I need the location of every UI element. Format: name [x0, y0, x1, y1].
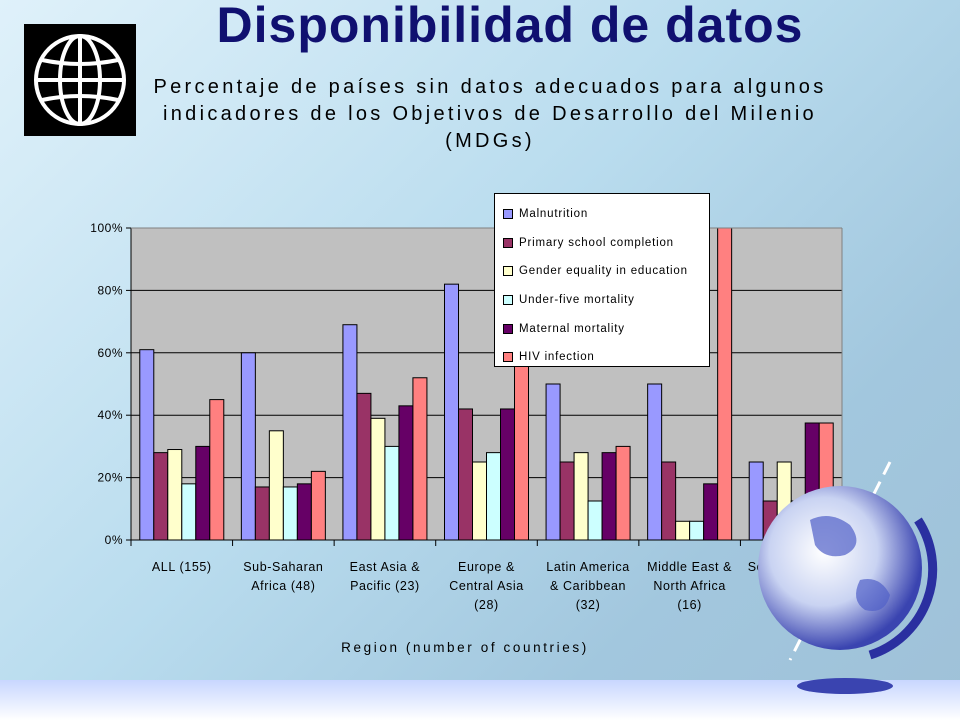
- y-tick-label: 60%: [97, 346, 123, 360]
- legend-item: Gender equality in education: [495, 257, 709, 286]
- y-tick-label: 0%: [105, 533, 123, 547]
- bar: [167, 449, 183, 541]
- chart-title-line: Percentaje de países sin datos adecuados…: [153, 76, 827, 98]
- legend-label: HIV infection: [519, 351, 595, 364]
- bar: [661, 461, 677, 541]
- bar: [615, 445, 631, 541]
- x-tick-label-line: Africa (48): [251, 579, 316, 593]
- legend-label: Maternal mortality: [519, 322, 625, 335]
- legend-swatch: [503, 323, 513, 334]
- y-tick-label: 20%: [97, 471, 123, 485]
- x-tick-label: Sub-Saharan Africa (48): [232, 558, 334, 596]
- legend-item: Maternal mortality: [495, 314, 709, 343]
- x-tick-label-line: East Asia &: [349, 560, 421, 574]
- bar: [601, 452, 617, 541]
- legend-item: HIV infection: [495, 343, 709, 372]
- y-tick-labels: 0% 20% 40% 60% 80% 100%: [90, 221, 123, 547]
- x-tick-label-line: Central Asia: [449, 579, 524, 593]
- x-tick-label-line: (28): [474, 598, 499, 612]
- bar: [545, 383, 561, 541]
- chart-title-line: (MDGs): [445, 130, 535, 152]
- legend: Malnutrition Primary school completion Gen…: [494, 193, 710, 367]
- legend-item: Primary school completion: [495, 229, 709, 258]
- bar: [500, 408, 515, 541]
- chart-title-line: indicadores de los Objetivos de Desarrol…: [162, 103, 817, 125]
- x-tick-label: Europe & Central Asia (28): [436, 558, 538, 615]
- bar: [356, 392, 372, 541]
- x-tick-label: Middle East & North Africa (16): [639, 558, 741, 615]
- bar: [310, 470, 326, 541]
- slide-title: Disponibilidad de datos: [216, 0, 804, 53]
- bar: [240, 352, 256, 541]
- x-tick-label-line: ALL (155): [151, 560, 212, 574]
- bar: [342, 324, 358, 541]
- y-tick-label: 40%: [97, 408, 123, 422]
- y-tick-label: 80%: [97, 283, 123, 297]
- bar: [370, 417, 386, 541]
- x-tick-label: Latin America & Caribbean (32): [537, 558, 639, 615]
- x-tick-label-line: Sub-Saharan: [243, 560, 324, 574]
- bar: [559, 461, 575, 541]
- bar: [398, 405, 414, 541]
- x-tick-label-line: Middle East &: [647, 560, 733, 574]
- legend-label: Under-five mortality: [519, 294, 635, 307]
- x-tick-label-line: North Africa: [653, 579, 726, 593]
- bar: [181, 483, 197, 541]
- bar: [689, 520, 705, 541]
- legend-label: Gender equality in education: [519, 265, 688, 278]
- legend-swatch: [503, 237, 513, 248]
- x-axis-title: Region (number of countries): [341, 640, 589, 655]
- x-tick-label-line: (16): [677, 598, 702, 612]
- legend-item: Malnutrition: [495, 200, 709, 229]
- x-tick-label: ALL (155): [131, 558, 233, 577]
- bar: [268, 430, 284, 541]
- bar: [444, 283, 459, 541]
- world-bank-logo-icon: [24, 24, 136, 136]
- bar: [139, 349, 155, 541]
- axes: [126, 227, 843, 546]
- chart-title: Percentaje de países sin datos adecuados…: [100, 74, 880, 155]
- x-tick-label-line: Pacific (23): [350, 579, 420, 593]
- legend-swatch: [503, 209, 513, 220]
- bar: [296, 483, 312, 541]
- legend-label: Primary school completion: [519, 236, 674, 249]
- bar: [384, 445, 400, 541]
- bar: [282, 486, 298, 541]
- bars: [139, 227, 834, 541]
- bar: [587, 500, 603, 541]
- bar: [514, 352, 529, 541]
- globe-decoration-icon: [758, 461, 938, 694]
- legend-swatch: [503, 266, 513, 277]
- x-tick-label: East Asia & Pacific (23): [334, 558, 436, 596]
- bar: [458, 408, 473, 541]
- bar: [675, 520, 691, 541]
- bar: [254, 486, 270, 541]
- legend-swatch: [503, 295, 513, 306]
- x-tick-label-line: Europe &: [458, 560, 515, 574]
- bar: [573, 452, 589, 541]
- bar: [209, 399, 225, 541]
- x-tick-label-line: (32): [575, 598, 601, 612]
- x-tick-label-line: & Caribbean: [550, 579, 627, 593]
- legend-label: Malnutrition: [519, 208, 589, 221]
- bar: [703, 483, 719, 541]
- legend-item: Under-five mortality: [495, 286, 709, 315]
- bar: [153, 452, 169, 541]
- bar: [717, 227, 733, 541]
- bar: [486, 452, 501, 541]
- x-tick-label-line: Latin America: [546, 560, 630, 574]
- bar: [472, 461, 487, 541]
- bar: [412, 377, 428, 541]
- bar: [195, 445, 211, 541]
- bar: [647, 383, 663, 541]
- y-tick-label: 100%: [90, 221, 123, 235]
- legend-swatch: [503, 352, 513, 363]
